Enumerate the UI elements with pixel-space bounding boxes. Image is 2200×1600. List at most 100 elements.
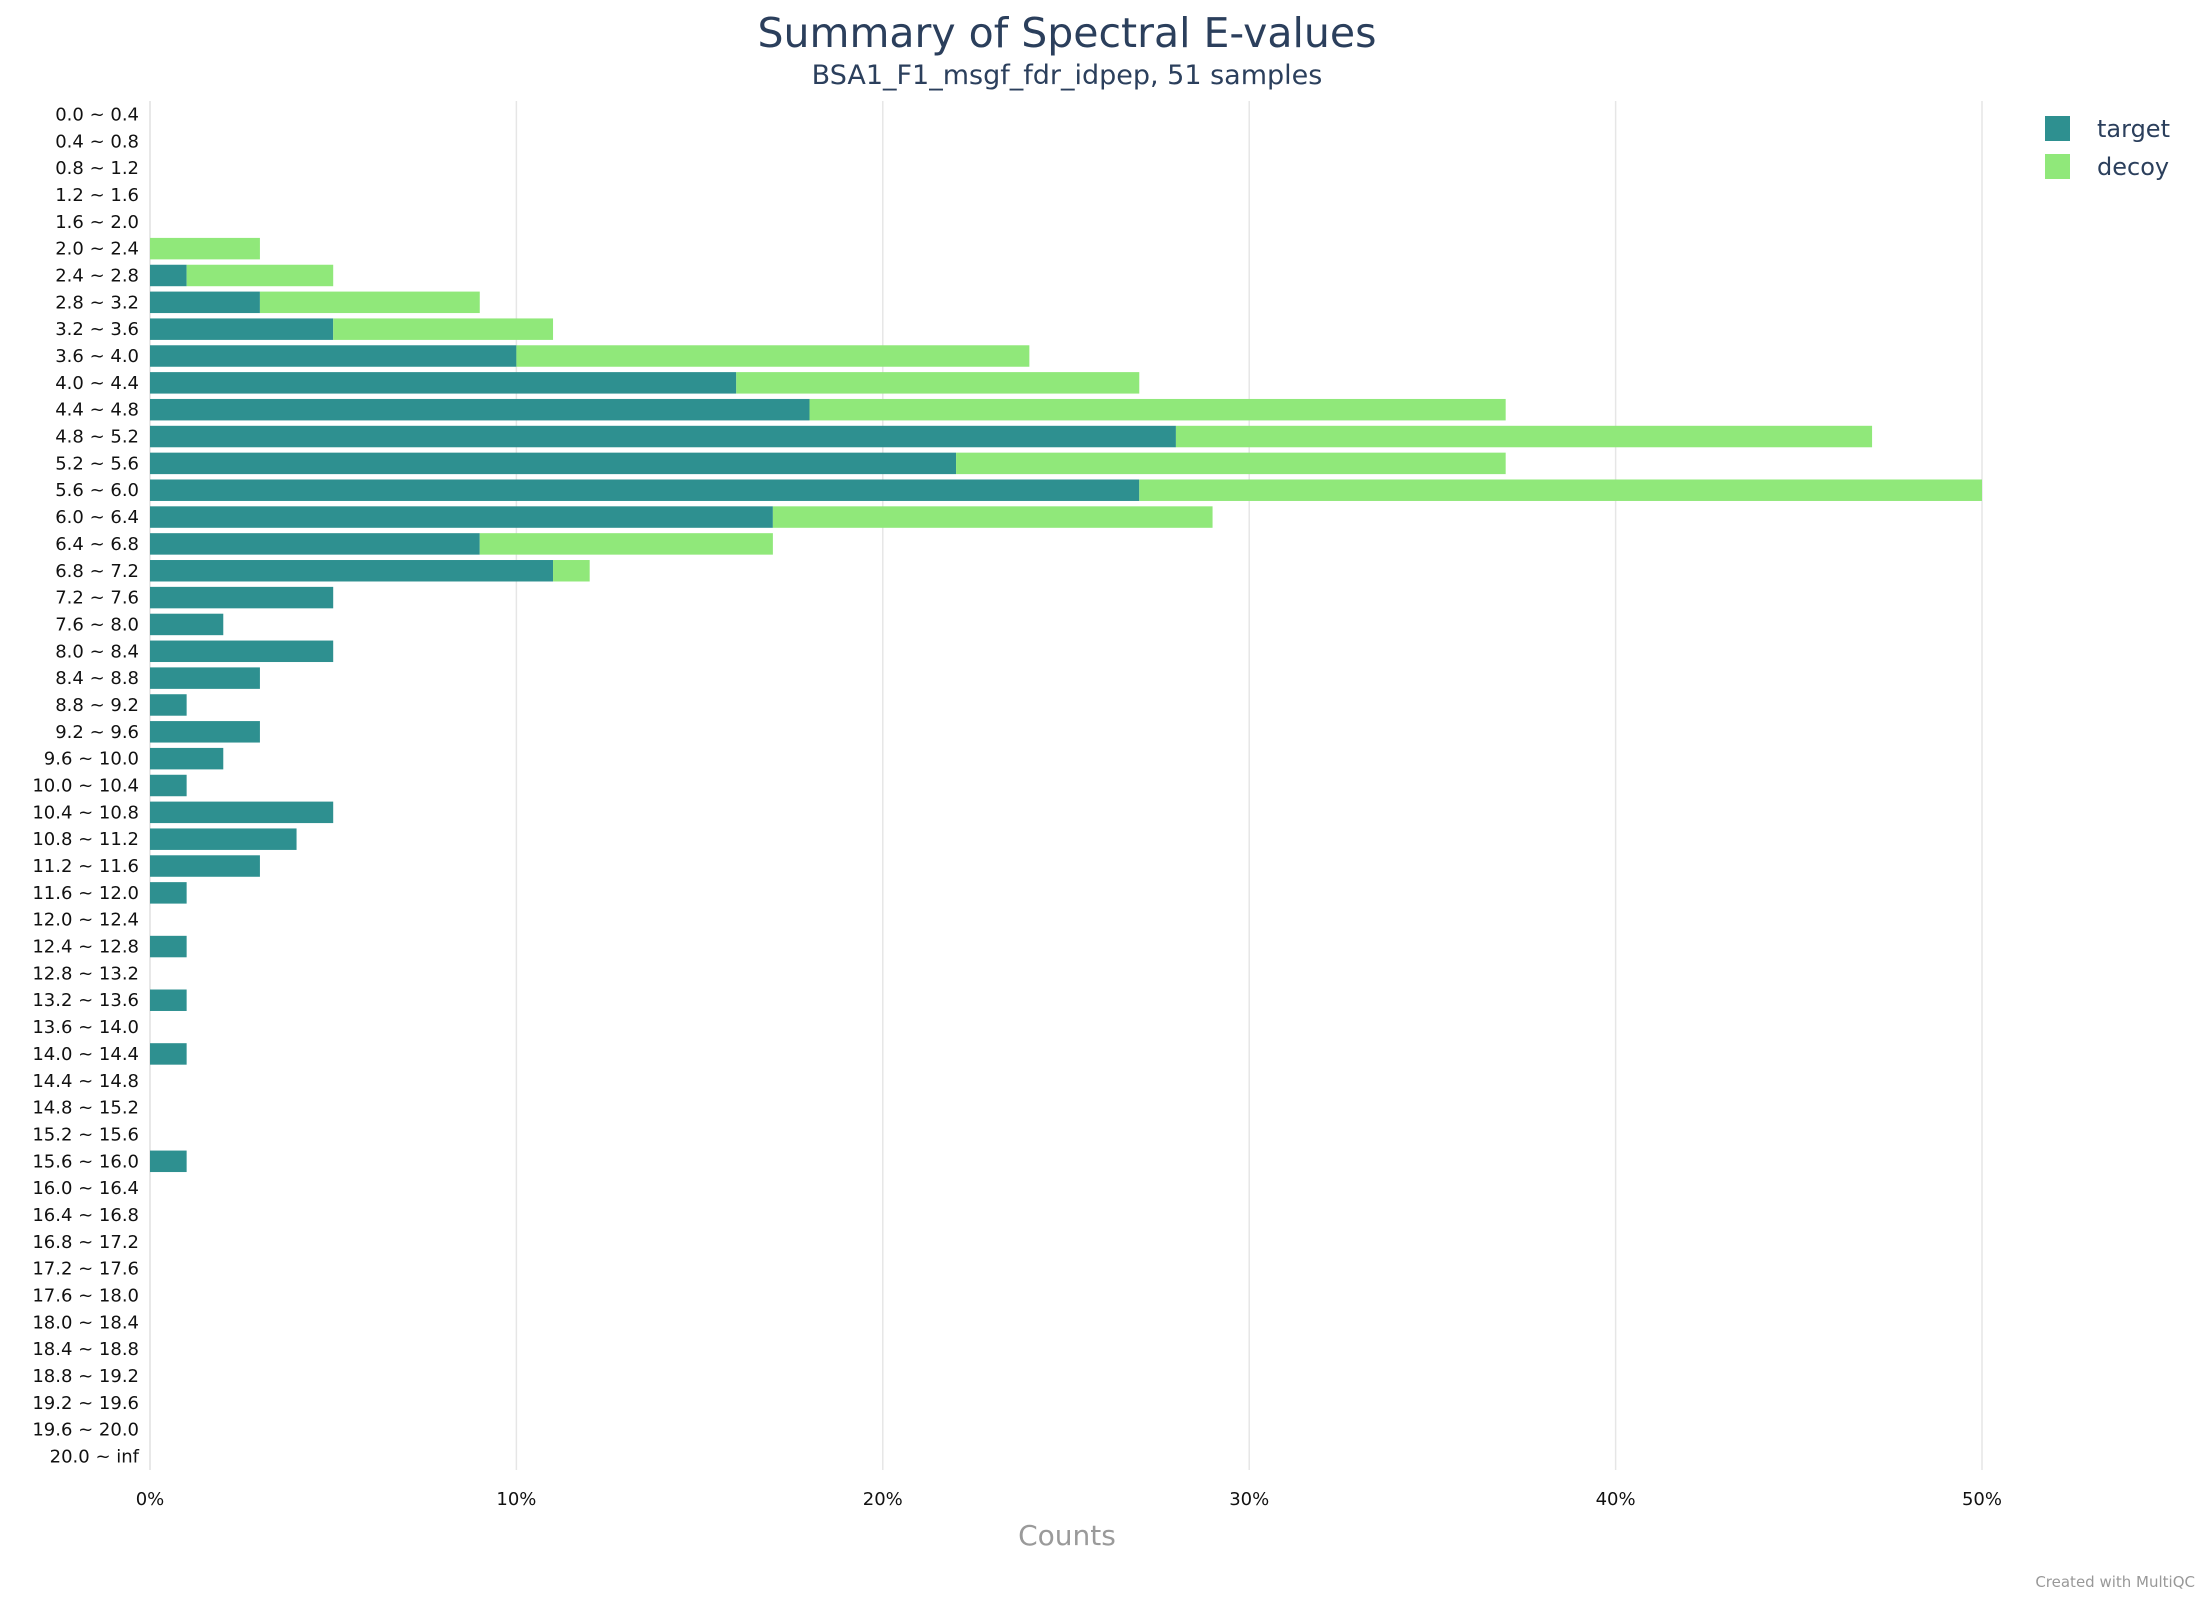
x-tick-label: 40% (1596, 1489, 1636, 1510)
y-tick-label: 16.8 ~ 17.2 (32, 1232, 139, 1253)
y-tick-label: 11.2 ~ 11.6 (32, 856, 139, 877)
bar-target[interactable] (150, 425, 1176, 448)
bar-target[interactable] (150, 935, 187, 958)
bar-decoy[interactable] (479, 533, 773, 555)
y-tick-label: 3.6 ~ 4.0 (55, 346, 139, 367)
y-tick-label: 18.8 ~ 19.2 (32, 1366, 139, 1387)
y-tick-label: 4.4 ~ 4.8 (55, 400, 139, 421)
y-tick-label: 5.2 ~ 5.6 (55, 453, 139, 474)
y-tick-label: 13.6 ~ 14.0 (32, 1017, 139, 1038)
y-tick-label: 5.6 ~ 6.0 (55, 480, 139, 501)
y-tick-label: 8.0 ~ 8.4 (55, 641, 139, 662)
y-tick-label: 6.4 ~ 6.8 (55, 534, 139, 555)
y-tick-label: 2.0 ~ 2.4 (55, 239, 139, 260)
bar-target[interactable] (150, 828, 297, 850)
y-tick-label: 8.4 ~ 8.8 (55, 668, 139, 689)
bar-decoy[interactable] (736, 372, 1140, 394)
y-tick-label: 2.4 ~ 2.8 (55, 265, 139, 286)
bar-target[interactable] (150, 1043, 187, 1065)
bar-decoy[interactable] (553, 560, 590, 582)
bar-target[interactable] (150, 372, 737, 394)
bar-decoy[interactable] (809, 398, 1506, 421)
y-tick-label: 6.0 ~ 6.4 (55, 507, 139, 528)
bar-target[interactable] (150, 291, 260, 314)
y-tick-label: 20.0 ~ inf (50, 1447, 140, 1468)
bar-decoy[interactable] (516, 345, 1030, 367)
bar-decoy[interactable] (772, 506, 1213, 528)
y-tick-label: 12.8 ~ 13.2 (32, 963, 139, 984)
bar-target[interactable] (150, 613, 224, 636)
bar-target[interactable] (150, 855, 260, 877)
bar-target[interactable] (150, 640, 334, 663)
y-tick-label: 10.4 ~ 10.8 (32, 802, 139, 823)
x-tick-label: 0% (136, 1489, 165, 1510)
bars (150, 237, 1982, 1173)
legend-decoy-label[interactable]: decoy (2097, 153, 2169, 181)
bar-target[interactable] (150, 452, 957, 475)
y-tick-label: 6.8 ~ 7.2 (55, 561, 139, 582)
y-tick-label: 14.8 ~ 15.2 (32, 1098, 139, 1119)
legend-target-swatch[interactable] (2045, 116, 2070, 141)
x-axis-label: Counts (1018, 1519, 1116, 1552)
bar-target[interactable] (150, 1150, 187, 1173)
x-tick-label: 10% (496, 1489, 536, 1510)
x-tick-label: 30% (1229, 1489, 1269, 1510)
bar-target[interactable] (150, 345, 517, 367)
bar-decoy[interactable] (259, 291, 480, 314)
y-tick-label: 1.2 ~ 1.6 (55, 185, 139, 206)
bar-target[interactable] (150, 989, 187, 1011)
bar-decoy[interactable] (1139, 479, 1982, 501)
y-tick-label: 16.4 ~ 16.8 (32, 1205, 139, 1226)
bar-target[interactable] (150, 560, 554, 582)
credit-text[interactable]: Created with MultiQC (2035, 1573, 2195, 1591)
y-tick-label: 0.4 ~ 0.8 (55, 131, 139, 152)
y-tick-label: 14.4 ~ 14.8 (32, 1071, 139, 1092)
bar-decoy[interactable] (150, 237, 260, 260)
x-tick-labels: 0% 10% 20% 30% 40% 50% (136, 1489, 2002, 1510)
bar-target[interactable] (150, 264, 187, 287)
y-tick-label: 7.6 ~ 8.0 (55, 614, 139, 635)
y-tick-label: 13.2 ~ 13.6 (32, 990, 139, 1011)
bar-target[interactable] (150, 801, 334, 824)
y-tick-label: 12.0 ~ 12.4 (32, 910, 139, 931)
y-tick-label: 0.0 ~ 0.4 (55, 104, 139, 125)
bar-target[interactable] (150, 694, 187, 716)
y-tick-label: 17.6 ~ 18.0 (32, 1286, 139, 1307)
y-tick-label: 11.6 ~ 12.0 (32, 883, 139, 904)
bar-target[interactable] (150, 721, 260, 743)
y-tick-labels: 0.0 ~ 0.4 0.4 ~ 0.8 0.8 ~ 1.2 1.2 ~ 1.6 1.6 … (32, 104, 139, 1467)
bar-target[interactable] (150, 882, 187, 904)
y-tick-label: 8.8 ~ 9.2 (55, 695, 139, 716)
bar-target[interactable] (150, 479, 1140, 501)
y-tick-label: 15.6 ~ 16.0 (32, 1151, 139, 1172)
bar-decoy[interactable] (186, 264, 334, 287)
bar-target[interactable] (150, 398, 810, 421)
y-tick-label: 2.8 ~ 3.2 (55, 292, 139, 313)
y-tick-label: 16.0 ~ 16.4 (32, 1178, 139, 1199)
y-tick-label: 0.8 ~ 1.2 (55, 158, 139, 179)
bar-decoy[interactable] (333, 318, 554, 340)
bar-decoy[interactable] (956, 452, 1506, 475)
legend-target-label[interactable]: target (2097, 115, 2170, 143)
bar-target[interactable] (150, 533, 480, 555)
y-tick-label: 4.0 ~ 4.4 (55, 373, 139, 394)
bar-target[interactable] (150, 506, 773, 528)
y-tick-label: 18.0 ~ 18.4 (32, 1312, 139, 1333)
bar-target[interactable] (150, 774, 187, 797)
y-tick-label: 10.8 ~ 11.2 (32, 829, 139, 850)
legend-decoy-swatch[interactable] (2045, 154, 2070, 179)
y-tick-label: 12.4 ~ 12.8 (32, 937, 139, 958)
bar-target[interactable] (150, 586, 334, 609)
bar-target[interactable] (150, 318, 334, 340)
x-tick-label: 50% (1962, 1489, 2002, 1510)
y-tick-label: 15.2 ~ 15.6 (32, 1124, 139, 1145)
y-tick-label: 4.8 ~ 5.2 (55, 427, 139, 448)
bar-target[interactable] (150, 667, 260, 689)
y-tick-label: 18.4 ~ 18.8 (32, 1339, 139, 1360)
y-tick-label: 19.6 ~ 20.0 (32, 1420, 139, 1441)
x-tick-label: 20% (863, 1489, 903, 1510)
y-tick-label: 17.2 ~ 17.6 (32, 1259, 139, 1280)
bar-decoy[interactable] (1175, 425, 1873, 448)
legend[interactable]: target decoy (2045, 115, 2170, 181)
bar-target[interactable] (150, 747, 224, 770)
